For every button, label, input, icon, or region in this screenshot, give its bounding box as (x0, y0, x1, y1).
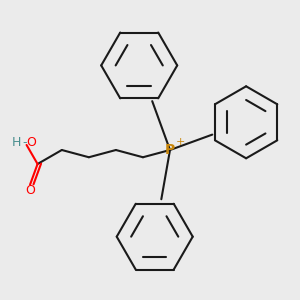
Text: -: - (22, 136, 27, 149)
Text: H: H (12, 136, 21, 149)
Text: P: P (165, 143, 175, 157)
Text: O: O (25, 184, 35, 197)
Text: O: O (27, 136, 37, 149)
Text: +: + (175, 137, 185, 147)
